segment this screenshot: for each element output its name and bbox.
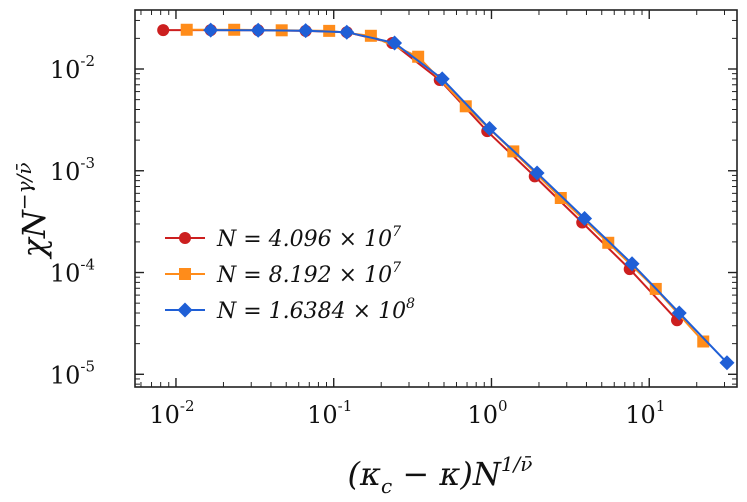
- legend-label: N = 8.192 × 107: [216, 260, 401, 288]
- data-point: [482, 121, 498, 137]
- legend-marker: [179, 268, 191, 280]
- plot-area: 10-2 10-1 100 101 10-2 10-3 10-4 10-5 N = 4.096 …: [50, 9, 738, 429]
- y-tick-label: 10-2: [50, 52, 95, 84]
- data-point: [339, 24, 355, 40]
- y-tick-label: 10-4: [50, 256, 95, 288]
- plot-frame: [134, 9, 738, 388]
- y-tick-label: 10-3: [50, 154, 95, 186]
- legend-marker: [177, 302, 193, 318]
- data-point: [624, 256, 640, 272]
- minor-ticks: [135, 10, 737, 387]
- x-axis-label: (κc − κ)N1/ν̄: [348, 452, 533, 498]
- legend-item: N = 8.192 × 107: [165, 260, 401, 288]
- series-line: [210, 29, 728, 364]
- x-tick-label: 100: [467, 397, 507, 429]
- x-tick-label: 10-2: [149, 397, 194, 429]
- data-point: [602, 236, 615, 249]
- svg-text:χN−γ/ν̄: χN−γ/ν̄: [12, 163, 53, 260]
- data-point: [671, 305, 687, 321]
- series-3: [203, 22, 735, 371]
- data-point: [719, 355, 735, 371]
- data-point: [203, 22, 219, 38]
- data-point: [697, 335, 710, 348]
- data-point: [459, 100, 472, 113]
- data-point: [180, 23, 193, 36]
- legend-label: N = 1.6384 × 108: [216, 296, 415, 324]
- data-point: [298, 23, 314, 39]
- x-tick-label: 10-1: [307, 397, 352, 429]
- y-tick-label: 10-5: [50, 357, 95, 389]
- data-point: [250, 22, 266, 38]
- svg-text:(κc − κ)N1/ν̄: (κc − κ)N1/ν̄: [348, 452, 533, 498]
- data-point: [529, 165, 545, 181]
- legend: N = 4.096 × 107 N = 8.192 × 107 N = 1.6384…: [165, 224, 415, 324]
- y-axis-label: χN−γ/ν̄: [12, 163, 53, 260]
- legend-item: N = 4.096 × 107: [165, 224, 401, 252]
- data-point: [157, 24, 170, 37]
- data-point: [434, 71, 450, 87]
- x-tick-label: 101: [625, 397, 665, 429]
- legend-marker: [179, 232, 191, 244]
- data-point: [387, 35, 403, 51]
- legend-item: N = 1.6384 × 108: [165, 296, 415, 324]
- data-point: [554, 191, 567, 204]
- legend-label: N = 4.096 × 107: [216, 224, 401, 252]
- data-point: [577, 210, 593, 226]
